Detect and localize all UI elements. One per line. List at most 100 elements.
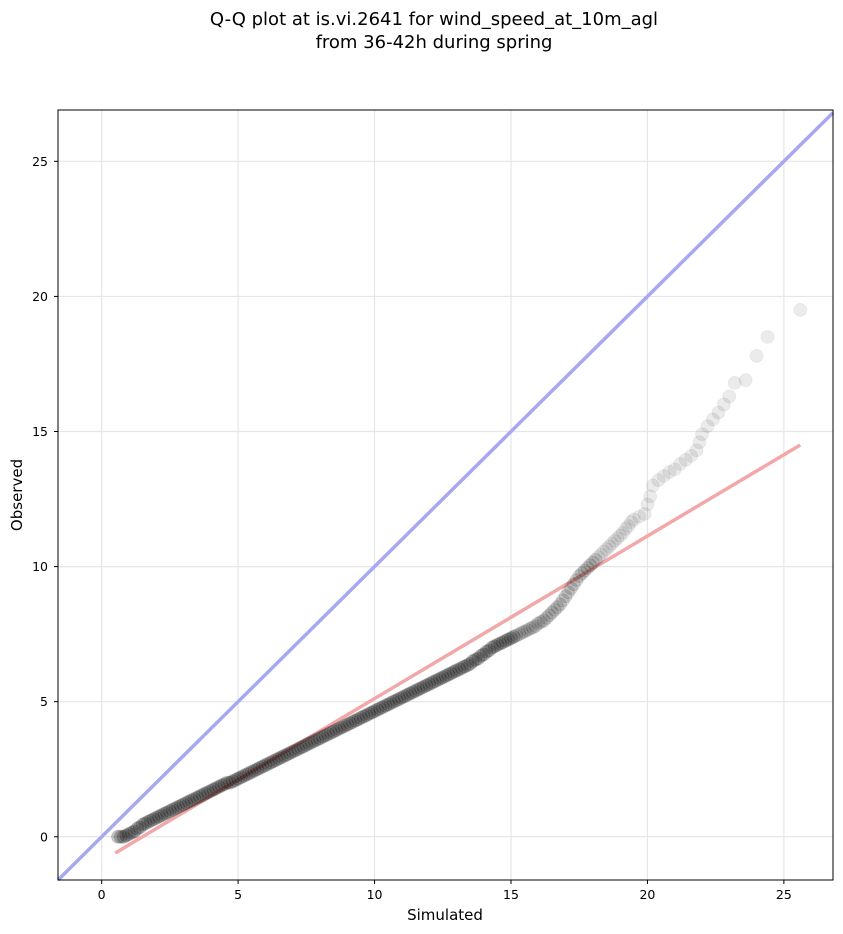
data-point (337, 719, 352, 733)
data-point (760, 329, 775, 344)
data-point (389, 693, 404, 708)
data-point (700, 419, 715, 434)
data-point (528, 619, 543, 634)
data-point (132, 820, 147, 835)
data-point (558, 589, 573, 604)
data-point (465, 654, 480, 669)
data-point (572, 569, 587, 584)
data-point (727, 375, 742, 390)
data-point (250, 762, 265, 777)
data-point (479, 644, 494, 659)
data-point (124, 825, 139, 840)
data-point (583, 558, 598, 573)
data-point (695, 427, 710, 442)
data-point (261, 756, 276, 771)
x-tick-label: 25 (776, 887, 792, 902)
data-point (263, 755, 278, 770)
data-point (173, 798, 188, 813)
data-point (141, 814, 156, 829)
y-axis-ticks: 0 5 10 15 20 25 (32, 154, 58, 844)
data-point (561, 585, 576, 600)
y-tick-label: 20 (32, 289, 48, 304)
data-point (383, 696, 398, 711)
data-point (307, 733, 322, 748)
data-point (667, 462, 682, 477)
data-point (678, 452, 693, 467)
data-point (304, 735, 319, 750)
data-point (231, 771, 246, 786)
data-point (255, 759, 270, 774)
data-point (716, 397, 731, 412)
data-point (722, 389, 737, 404)
data-point (468, 652, 483, 667)
data-point (501, 632, 516, 647)
data-point (362, 706, 377, 721)
data-point (258, 758, 273, 773)
data-point (495, 635, 510, 650)
data-point (113, 829, 128, 844)
data-point (252, 760, 267, 775)
data-point (566, 577, 581, 592)
data-point (329, 723, 344, 738)
data-point (168, 801, 183, 816)
data-point (662, 465, 677, 480)
plot-frame (57, 109, 834, 881)
data-point (416, 679, 431, 694)
data-point (506, 629, 521, 644)
data-point (493, 636, 508, 651)
data-point (684, 448, 699, 463)
grid-lines (58, 110, 833, 880)
y-tick-label: 5 (40, 694, 48, 709)
data-point (239, 767, 254, 782)
data-point (272, 751, 287, 766)
data-point (463, 656, 478, 671)
data-point (247, 763, 262, 778)
data-point (326, 724, 341, 739)
data-point (411, 682, 426, 697)
data-point (604, 536, 619, 551)
data-point (277, 748, 292, 763)
data-point (618, 521, 633, 536)
data-point (299, 737, 314, 752)
data-point (332, 721, 347, 736)
data-point (146, 812, 161, 827)
data-point (394, 690, 409, 705)
data-point (749, 348, 764, 363)
data-point (209, 781, 224, 796)
data-point (348, 713, 363, 728)
data-point (149, 810, 164, 825)
data-point (424, 675, 439, 690)
data-point (203, 783, 218, 798)
data-point (135, 817, 150, 832)
data-point (430, 673, 445, 688)
data-point (574, 566, 589, 581)
x-tick-label: 0 (98, 887, 106, 902)
data-point (610, 531, 625, 546)
data-point (274, 750, 289, 765)
data-point (179, 796, 194, 810)
data-point (171, 800, 186, 815)
data-point (214, 778, 229, 793)
data-point (547, 602, 562, 617)
data-point (282, 746, 297, 761)
data-point (244, 764, 259, 779)
data-point (460, 658, 475, 673)
data-point (555, 593, 570, 608)
data-point (119, 828, 134, 843)
data-point (288, 743, 303, 758)
data-point (596, 544, 611, 559)
data-point (116, 829, 131, 844)
x-axis-label: Simulated (407, 906, 483, 924)
data-points (111, 302, 808, 844)
data-point (370, 702, 385, 717)
data-point (321, 727, 336, 742)
data-point (793, 302, 808, 317)
y-tick-label: 10 (32, 559, 48, 574)
data-point (165, 802, 180, 817)
chart-title-line-2: from 36-42h during spring (316, 32, 553, 53)
data-point (525, 620, 540, 635)
data-point (441, 667, 456, 682)
data-point (615, 525, 630, 540)
data-point (673, 456, 688, 471)
